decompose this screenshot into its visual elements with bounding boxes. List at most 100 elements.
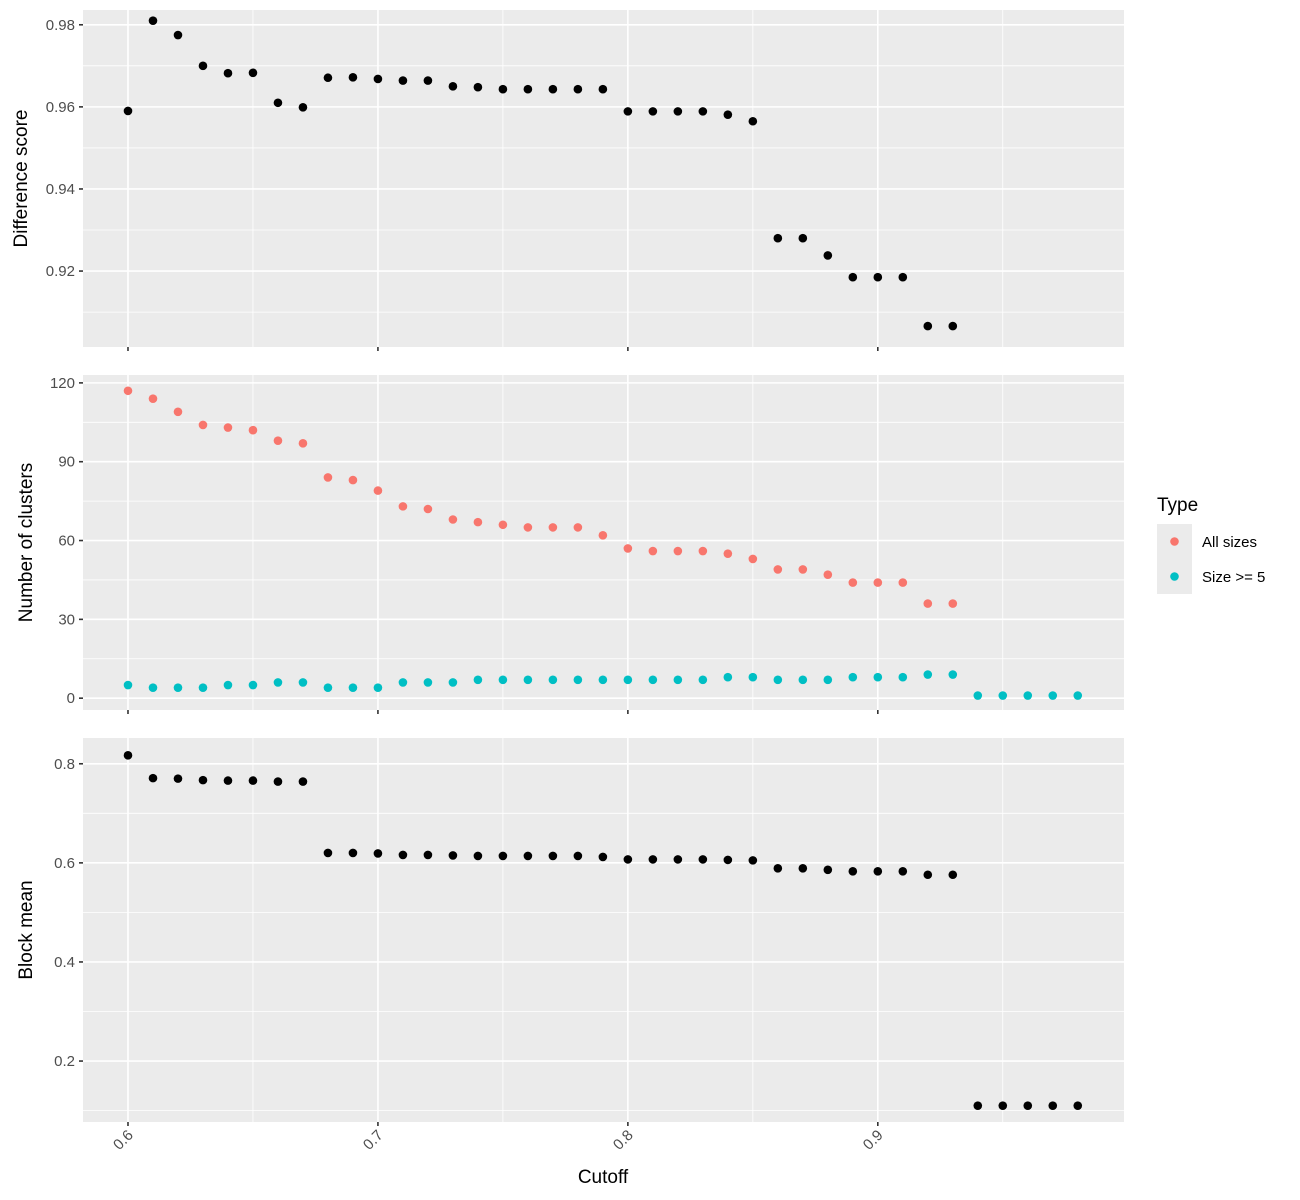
data-point [573, 851, 583, 861]
data-point [948, 321, 958, 331]
data-point [148, 16, 158, 25]
legend: Type All sizes Size >= 5 [1157, 495, 1265, 594]
data-point [873, 272, 883, 282]
data-point [723, 110, 733, 119]
data-point [223, 680, 233, 690]
data-point [273, 678, 283, 687]
data-point [348, 73, 358, 82]
panel-background [83, 738, 1124, 1122]
data-point [598, 84, 608, 94]
data-point [198, 420, 208, 430]
data-point [848, 272, 858, 282]
panel-background [83, 10, 1124, 347]
data-point [498, 851, 508, 861]
data-point [398, 76, 408, 85]
data-point [298, 439, 308, 448]
data-point [448, 851, 458, 860]
data-point [298, 678, 308, 687]
data-point [623, 544, 633, 553]
data-point [423, 850, 433, 860]
data-point [923, 599, 933, 608]
y-tick-label: 0.96 [46, 99, 75, 116]
data-point [598, 530, 608, 540]
data-point [698, 107, 708, 116]
y-axis-title: Number of clusters [16, 463, 37, 622]
data-point [1073, 1101, 1083, 1110]
data-point [323, 683, 333, 692]
data-point [473, 82, 483, 92]
data-point [823, 251, 833, 260]
data-point [523, 675, 533, 685]
data-point [898, 272, 908, 282]
data-point [798, 675, 808, 685]
y-tick-label: 0.98 [46, 17, 75, 34]
data-point [498, 520, 508, 530]
data-point [123, 106, 133, 116]
data-point [998, 691, 1008, 700]
data-point [323, 73, 333, 83]
legend-label: Size >= 5 [1202, 569, 1265, 586]
data-point [448, 678, 458, 687]
data-point [998, 1101, 1008, 1110]
data-point [798, 565, 808, 574]
data-point [848, 578, 858, 587]
data-point [873, 866, 883, 876]
data-point [548, 84, 558, 94]
data-point [273, 777, 283, 786]
data-point [673, 107, 683, 116]
series-points [123, 16, 958, 331]
y-tick-label: 30 [58, 611, 75, 628]
data-point [673, 546, 683, 556]
data-point [423, 76, 433, 85]
data-point [798, 233, 808, 243]
y-tick-label: 0.2 [54, 1053, 75, 1070]
data-point [173, 683, 183, 692]
data-point [723, 855, 733, 865]
data-point [873, 578, 883, 587]
data-point [398, 850, 408, 860]
data-point [473, 675, 483, 685]
data-point [573, 675, 583, 685]
data-point [323, 473, 333, 482]
y-tick-label: 0.92 [46, 263, 75, 280]
data-point [673, 675, 683, 685]
data-point [148, 773, 158, 783]
panel-block-mean: 0.2 0.4 0.6 0.8 Block mean [16, 738, 1124, 1126]
data-point [923, 321, 933, 331]
legend-swatch [1170, 537, 1179, 546]
data-point [123, 386, 133, 396]
x-tick-label: 0.9 [860, 1127, 887, 1154]
data-point [773, 233, 783, 243]
data-point [898, 578, 908, 587]
series-points [123, 670, 1083, 700]
panel-number-of-clusters: 0 30 60 90 120 Number of clusters [16, 375, 1124, 714]
data-point [623, 107, 633, 116]
legend-title: Type [1157, 495, 1198, 516]
data-point [523, 851, 533, 861]
data-point [948, 599, 958, 608]
data-point [873, 672, 883, 682]
data-point [373, 486, 383, 495]
data-point [298, 777, 308, 786]
data-point [198, 61, 208, 71]
panel-background [83, 375, 1124, 710]
data-point [823, 570, 833, 579]
data-point [148, 683, 158, 692]
data-point [948, 870, 958, 880]
data-point [473, 851, 483, 861]
data-point [723, 549, 733, 558]
data-point [773, 675, 783, 685]
data-point [373, 849, 383, 858]
x-axis-title: Cutoff [578, 1167, 629, 1188]
data-point [848, 672, 858, 682]
data-point [748, 554, 758, 564]
data-point [748, 116, 758, 126]
data-point [698, 675, 708, 685]
data-point [298, 102, 308, 112]
data-point [323, 848, 333, 858]
y-tick-label: 120 [50, 375, 75, 392]
data-point [1023, 691, 1033, 700]
data-point [823, 865, 833, 875]
data-point [923, 870, 933, 880]
data-point [448, 515, 458, 524]
